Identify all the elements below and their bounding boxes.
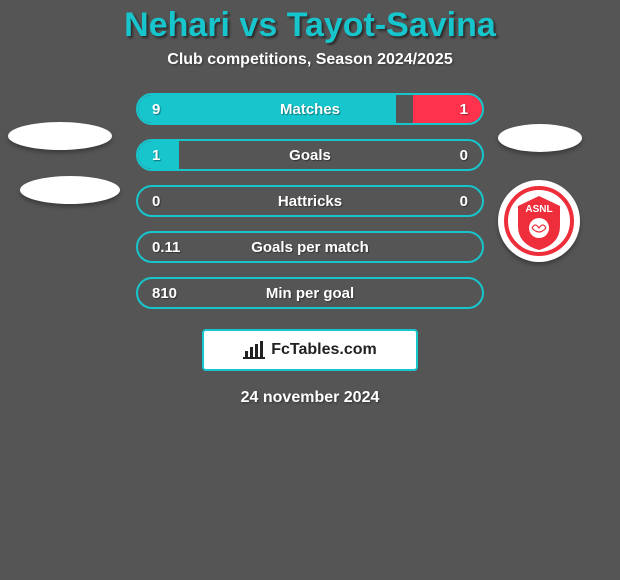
stat-left-value: 0.11 bbox=[152, 239, 180, 256]
bar-chart-icon bbox=[243, 341, 265, 359]
stat-left-value: 9 bbox=[152, 101, 160, 118]
stat-label: Matches bbox=[280, 101, 340, 118]
page-title: Nehari vs Tayot-Savina bbox=[124, 6, 496, 45]
stat-label: Goals per match bbox=[251, 239, 369, 256]
stat-right-value: 0 bbox=[460, 193, 468, 210]
stat-left-value: 0 bbox=[152, 193, 160, 210]
date-text: 24 november 2024 bbox=[241, 389, 380, 407]
stat-row-goals: 1 Goals 0 bbox=[136, 139, 484, 171]
stat-row-mpg: 810 Min per goal bbox=[136, 277, 484, 309]
svg-text:ASNL: ASNL bbox=[525, 204, 552, 215]
stat-right-value: 1 bbox=[460, 101, 468, 118]
stat-right-value: 0 bbox=[460, 147, 468, 164]
stat-left-value: 810 bbox=[152, 285, 177, 302]
right-badge-small bbox=[498, 124, 582, 152]
stat-row-matches: 9 Matches 1 bbox=[136, 93, 484, 125]
club-logo: ASNL bbox=[498, 180, 580, 262]
brand-text: FcTables.com bbox=[271, 341, 377, 359]
subtitle: Club competitions, Season 2024/2025 bbox=[167, 51, 452, 69]
brand-box[interactable]: FcTables.com bbox=[202, 329, 418, 371]
stat-left-value: 1 bbox=[152, 147, 160, 164]
stat-label: Goals bbox=[289, 147, 331, 164]
bar-left bbox=[138, 95, 396, 123]
left-badge-1 bbox=[8, 122, 112, 150]
stat-row-hattricks: 0 Hattricks 0 bbox=[136, 185, 484, 217]
stat-label: Hattricks bbox=[278, 193, 342, 210]
bar-right bbox=[413, 95, 482, 123]
club-crest-icon: ASNL bbox=[504, 186, 574, 256]
left-badge-2 bbox=[20, 176, 120, 204]
stat-label: Min per goal bbox=[266, 285, 354, 302]
stat-row-gpm: 0.11 Goals per match bbox=[136, 231, 484, 263]
